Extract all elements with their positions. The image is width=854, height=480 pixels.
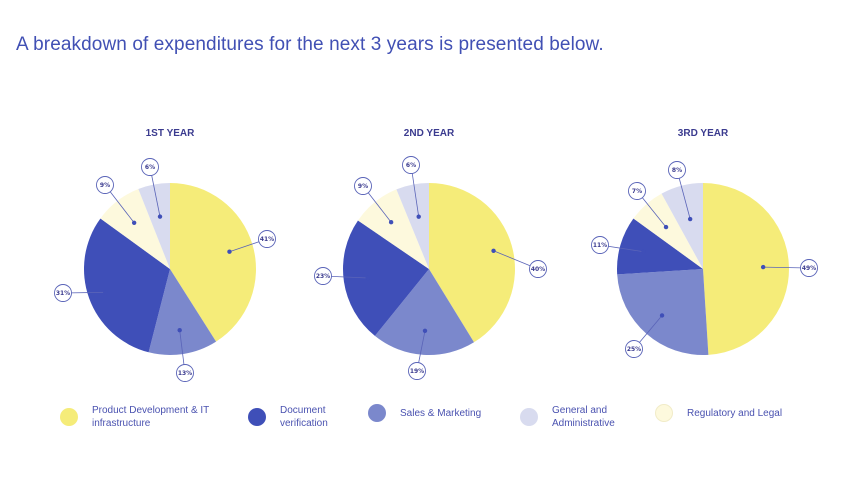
callout-badge	[800, 259, 818, 277]
pie-slice-regulatory	[357, 189, 429, 269]
slice-percent-label: 23%	[316, 273, 330, 280]
callout-badge	[591, 236, 609, 254]
pie-slice-product	[703, 183, 789, 355]
callout-badge	[402, 156, 420, 174]
pie-slice-general	[138, 183, 170, 269]
legend-item-regulatory: Regulatory and Legal	[655, 404, 782, 422]
legend-dot-sales	[368, 404, 386, 422]
legend-dot-regulatory	[655, 404, 673, 422]
callout-badge	[625, 340, 643, 358]
slice-percent-label: 13%	[178, 370, 192, 377]
callout-badge	[408, 362, 426, 380]
pie-slice-regulatory	[633, 193, 703, 269]
callout-badge	[54, 284, 72, 302]
chart-title: 2ND YEAR	[404, 128, 455, 139]
slice-percent-label: 9%	[100, 182, 110, 189]
callout-dot	[760, 264, 766, 270]
pie-slice-document	[83, 218, 170, 353]
slice-percent-label: 8%	[672, 167, 682, 174]
callout-badge	[529, 260, 547, 278]
callout-dot	[103, 290, 108, 295]
chart-title: 3RD YEAR	[678, 128, 729, 139]
pie-slice-document	[616, 218, 703, 275]
slice-percent-label: 40%	[531, 266, 545, 273]
pie-chart-1: 1ST YEAR 41% 13% 31% 9% 6%	[54, 128, 276, 382]
callout-dot	[388, 220, 394, 225]
callout-dot	[663, 224, 669, 230]
slice-percent-label: 6%	[145, 164, 155, 171]
pie-slice-general	[661, 183, 703, 269]
legend-label-product: Product Development & IT infrastructure	[92, 405, 210, 429]
callout-dot	[659, 313, 665, 318]
legend-label-regulatory: Regulatory and Legal	[687, 407, 783, 419]
legend-label-general: General and Administrative	[552, 405, 615, 429]
pie-slice-product	[170, 183, 256, 342]
legend-item-product: Product Development & IT infrastructure	[60, 404, 212, 430]
legend: Product Development & IT infrastructure …	[0, 398, 854, 438]
callout-badge	[176, 364, 194, 382]
callout-badge	[314, 267, 332, 285]
callout-dot	[177, 327, 182, 333]
pie-slice-sales	[617, 269, 709, 355]
page-headline: A breakdown of expenditures for the next…	[16, 34, 604, 55]
callout-badge	[96, 176, 114, 194]
pie-charts: 1ST YEAR 41% 13% 31% 9% 6% 2ND YEAR 40% 19% 23% 9%…	[54, 128, 818, 382]
pie-slice-general	[396, 183, 429, 269]
slice-percent-label: 11%	[593, 242, 607, 249]
legend-dot-general	[520, 408, 538, 426]
pie-slice-regulatory	[100, 189, 170, 269]
legend-label-sales: Sales & Marketing	[400, 407, 482, 419]
callout-dot	[422, 328, 428, 333]
slice-percent-label: 49%	[802, 265, 816, 272]
legend-label-document: Document verification	[280, 405, 328, 429]
callout-badge	[668, 161, 686, 179]
legend-item-document: Document verification	[248, 404, 342, 430]
callout-dot	[687, 216, 693, 222]
slice-percent-label: 9%	[358, 183, 368, 190]
callout-dot	[491, 248, 496, 253]
callout-dot	[131, 220, 137, 225]
callout-dot	[365, 275, 370, 281]
callout-badge	[258, 230, 276, 248]
pie-slice-sales	[148, 269, 217, 356]
slice-percent-label: 7%	[632, 188, 642, 195]
callout-dot	[157, 214, 163, 219]
slice-percent-label: 6%	[406, 162, 416, 169]
slice-percent-label: 41%	[260, 236, 274, 243]
legend-item-sales: Sales & Marketing	[368, 404, 481, 422]
slice-percent-label: 31%	[56, 290, 70, 297]
legend-dot-product	[60, 408, 78, 426]
callout-badge	[141, 158, 159, 176]
callout-dot	[641, 249, 646, 254]
pie-chart-3: 3RD YEAR 49% 25% 11% 7% 8%	[591, 128, 818, 358]
slice-percent-label: 25%	[627, 346, 641, 353]
callout-dot	[227, 249, 232, 254]
pie-slice-sales	[374, 269, 474, 355]
callout-badge	[628, 182, 646, 200]
chart-title: 1ST YEAR	[146, 128, 195, 139]
legend-item-general: General and Administrative	[520, 404, 630, 430]
legend-dot-document	[248, 408, 266, 426]
pie-slice-document	[342, 220, 429, 336]
pie-chart-2: 2ND YEAR 40% 19% 23% 9% 6%	[314, 128, 547, 380]
callout-badge	[354, 177, 372, 195]
slice-percent-label: 19%	[410, 368, 424, 375]
pie-slice-product	[429, 183, 515, 343]
callout-dot	[416, 214, 421, 219]
